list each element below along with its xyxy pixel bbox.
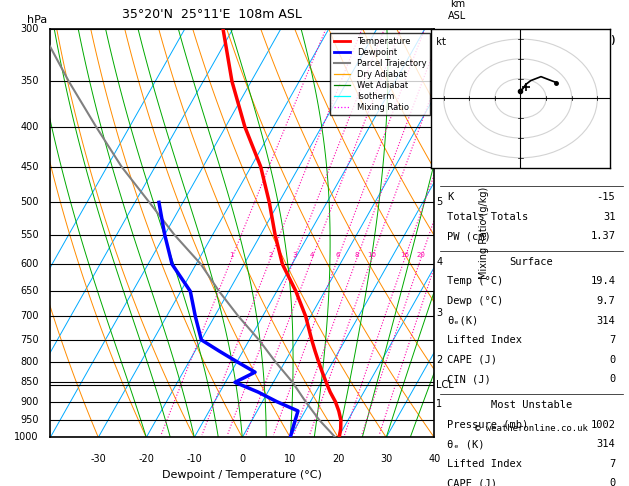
Text: km
ASL: km ASL: [448, 0, 466, 21]
Text: CAPE (J): CAPE (J): [447, 478, 497, 486]
Text: 4: 4: [436, 257, 442, 267]
Text: 7: 7: [436, 54, 442, 65]
Text: 800: 800: [20, 357, 39, 367]
Text: 35°20'N  25°11'E  108m ASL: 35°20'N 25°11'E 108m ASL: [121, 8, 301, 21]
Text: kt: kt: [436, 37, 448, 47]
Text: -15: -15: [597, 192, 615, 202]
Legend: Temperature, Dewpoint, Parcel Trajectory, Dry Adiabat, Wet Adiabat, Isotherm, Mi: Temperature, Dewpoint, Parcel Trajectory…: [330, 34, 430, 116]
Text: 1000: 1000: [14, 433, 39, 442]
Text: 20: 20: [332, 454, 345, 464]
Text: 950: 950: [20, 415, 39, 425]
Text: 0: 0: [239, 454, 245, 464]
Text: 300: 300: [20, 24, 39, 34]
Text: Dewp (°C): Dewp (°C): [447, 296, 503, 306]
Text: 5: 5: [436, 197, 442, 208]
Text: 0: 0: [609, 478, 615, 486]
Text: 3: 3: [292, 253, 297, 259]
Text: Lifted Index: Lifted Index: [447, 459, 522, 469]
Text: 314: 314: [597, 316, 615, 326]
Text: 8: 8: [355, 253, 359, 259]
Text: -10: -10: [186, 454, 202, 464]
Text: 0: 0: [609, 355, 615, 365]
Text: Totals Totals: Totals Totals: [447, 212, 528, 222]
Text: 0: 0: [609, 374, 615, 384]
Text: 19.4: 19.4: [591, 277, 615, 286]
Text: 7: 7: [609, 335, 615, 345]
Text: 6: 6: [336, 253, 340, 259]
Text: -20: -20: [138, 454, 154, 464]
Text: 500: 500: [20, 197, 39, 208]
Text: 4: 4: [310, 253, 314, 259]
Text: 3: 3: [436, 308, 442, 317]
Text: 600: 600: [20, 259, 39, 269]
Text: 6: 6: [436, 130, 442, 140]
Text: 1002: 1002: [591, 419, 615, 430]
Text: 7: 7: [609, 459, 615, 469]
Text: 10: 10: [284, 454, 296, 464]
Text: 450: 450: [20, 162, 39, 172]
Text: 1.37: 1.37: [591, 231, 615, 242]
Text: θₑ (K): θₑ (K): [447, 439, 485, 449]
Text: 1: 1: [230, 253, 234, 259]
Text: 350: 350: [20, 76, 39, 87]
Text: 2: 2: [269, 253, 272, 259]
Text: 2: 2: [436, 355, 442, 364]
Text: K: K: [447, 192, 454, 202]
Text: Lifted Index: Lifted Index: [447, 335, 522, 345]
Text: 314: 314: [597, 439, 615, 449]
Text: CIN (J): CIN (J): [447, 374, 491, 384]
Text: Mixing Ratio (g/kg): Mixing Ratio (g/kg): [479, 187, 489, 279]
Text: -30: -30: [91, 454, 106, 464]
Text: 10: 10: [367, 253, 376, 259]
Text: 30: 30: [380, 454, 392, 464]
Text: 9.7: 9.7: [597, 296, 615, 306]
Text: © weatheronline.co.uk: © weatheronline.co.uk: [475, 424, 587, 434]
Text: 16: 16: [400, 253, 409, 259]
Text: LCL: LCL: [436, 380, 454, 390]
Text: 750: 750: [20, 335, 39, 345]
Text: 700: 700: [20, 312, 39, 321]
Text: Temp (°C): Temp (°C): [447, 277, 503, 286]
Text: 1: 1: [436, 399, 442, 409]
Text: PW (cm): PW (cm): [447, 231, 491, 242]
Text: 20: 20: [416, 253, 425, 259]
Text: Surface: Surface: [509, 257, 553, 267]
Text: 400: 400: [20, 122, 39, 132]
Text: θₑ(K): θₑ(K): [447, 316, 479, 326]
Text: 900: 900: [20, 397, 39, 407]
Text: Pressure (mb): Pressure (mb): [447, 419, 528, 430]
Text: 16.04.2024  09GMT  (Base: 06): 16.04.2024 09GMT (Base: 06): [446, 35, 616, 45]
Text: hPa: hPa: [27, 15, 48, 25]
Text: CAPE (J): CAPE (J): [447, 355, 497, 365]
Text: Most Unstable: Most Unstable: [491, 400, 572, 410]
Text: 40: 40: [428, 454, 440, 464]
Text: 850: 850: [20, 377, 39, 387]
Text: 650: 650: [20, 286, 39, 296]
Text: 31: 31: [603, 212, 615, 222]
Text: Dewpoint / Temperature (°C): Dewpoint / Temperature (°C): [162, 470, 322, 480]
Text: 550: 550: [20, 230, 39, 240]
